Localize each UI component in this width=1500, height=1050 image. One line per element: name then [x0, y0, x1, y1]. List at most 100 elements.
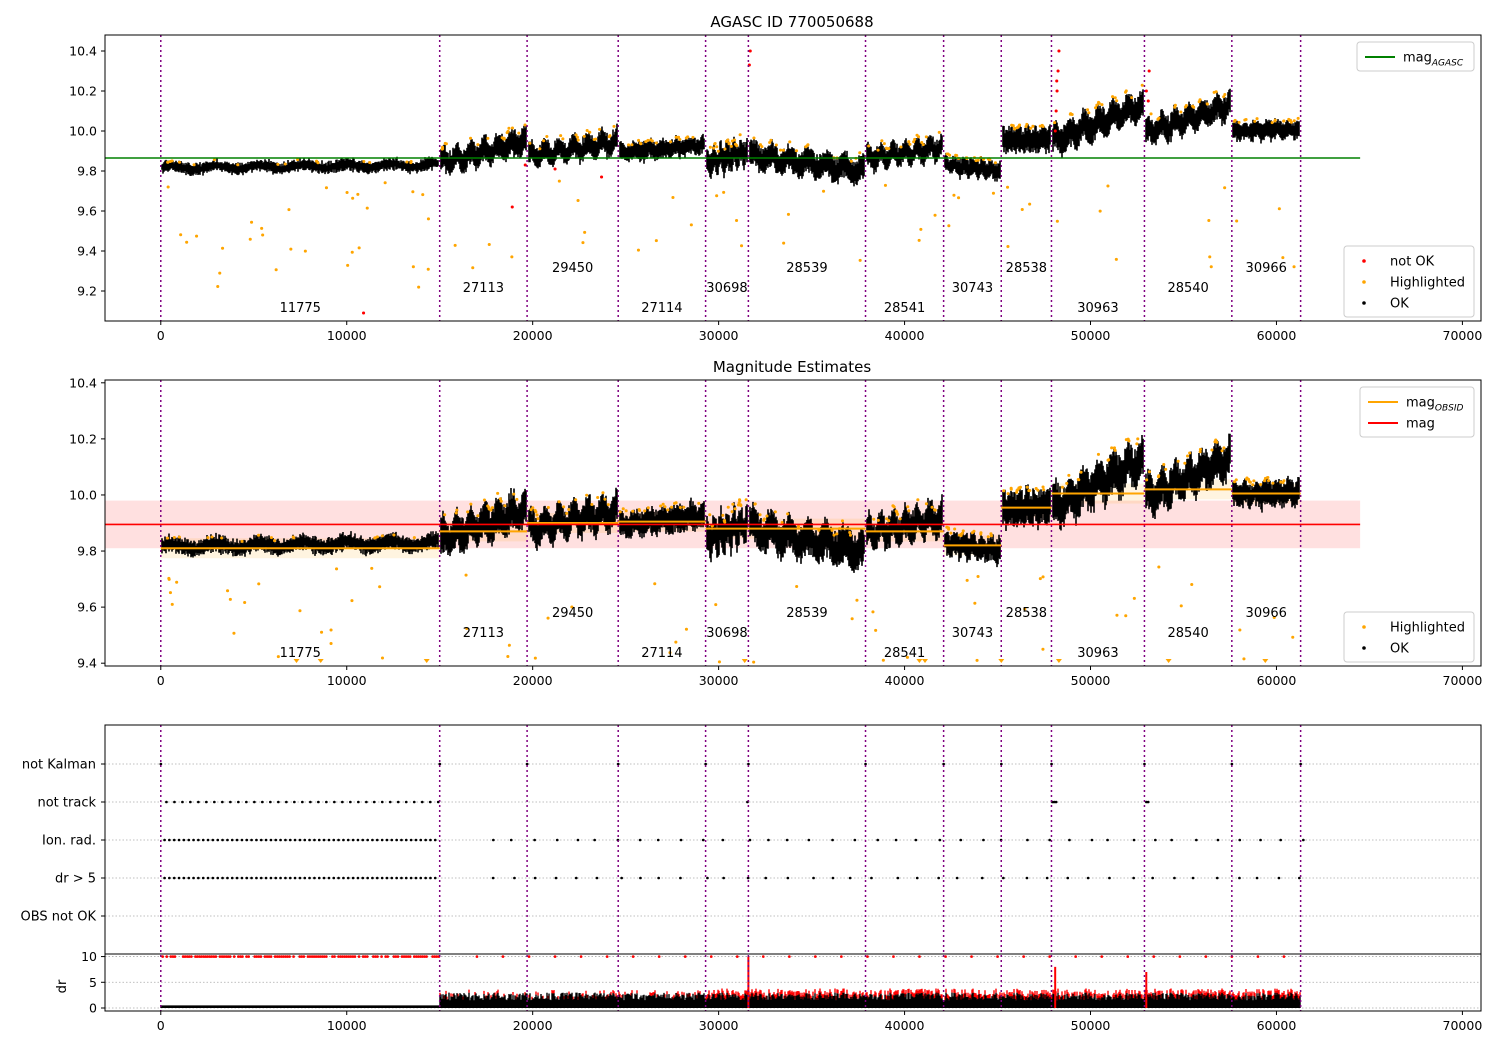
flag-label-4: OBS not OK	[21, 910, 97, 925]
ok-points-30963	[1052, 89, 1144, 158]
x-tick-label-0: 0	[157, 328, 165, 343]
dr-axis-label: dr	[55, 979, 70, 993]
obsid-label-30698: 30698	[706, 281, 747, 296]
legend-marker-0	[1362, 625, 1366, 629]
ok-points-30963	[1052, 435, 1144, 531]
highlighted-outliers-11775	[166, 181, 430, 289]
ok-points-30966	[1232, 118, 1300, 144]
ok-points-29450	[528, 123, 618, 169]
panel1-legend-upper: magAGASC	[1356, 41, 1475, 72]
out-of-range-markers	[293, 659, 1269, 663]
panel2-legend-lower: Highlighted OK	[1343, 611, 1475, 663]
segment-points-29450	[528, 123, 618, 245]
x-tick-label-60000: 60000	[1257, 328, 1297, 343]
legend-frame	[1356, 41, 1475, 72]
ok-points-28539	[749, 139, 865, 187]
obsid-label-30966: 30966	[1246, 606, 1287, 621]
panel1-points	[161, 49, 1300, 315]
segment-points-30963	[1052, 83, 1144, 261]
highlighted-outliers-30698	[714, 603, 721, 664]
panel3-background-layer	[105, 763, 1481, 1009]
obsid-label-27113: 27113	[463, 626, 504, 641]
obsid-label-28538: 28538	[1006, 261, 1047, 276]
flag-label-2: Ion. rad.	[42, 834, 96, 849]
segment-points-27114	[619, 133, 705, 252]
obsid-label-29450: 29450	[552, 261, 593, 276]
highlighted-tips-30743	[945, 525, 993, 539]
legend-label-0: Highlighted	[1390, 621, 1465, 636]
segment-points-11775	[161, 531, 439, 660]
x-tick-label-50000: 50000	[1071, 328, 1111, 343]
obsid-label-28540: 28540	[1167, 626, 1208, 641]
legend-subscript: OBSID	[1435, 404, 1464, 414]
ok-points-28538	[1002, 124, 1051, 155]
segment-points-29450	[528, 487, 618, 660]
segment-points-30966	[1232, 116, 1300, 269]
obsid-label-30963: 30963	[1077, 646, 1118, 661]
obsid-label-11775: 11775	[280, 646, 321, 661]
y-tick-label-9.6: 9.6	[77, 600, 97, 615]
obsid-label-28539: 28539	[786, 606, 827, 621]
legend-label-2: OK	[1390, 297, 1409, 312]
highlighted-tips-28540	[1149, 90, 1227, 121]
x-tick-label-40000: 40000	[885, 1018, 925, 1033]
x-tick-label-70000: 70000	[1443, 673, 1483, 688]
x-tick-label-20000: 20000	[513, 328, 553, 343]
highlighted-tips-30963	[1053, 83, 1144, 125]
segment-points-30743	[944, 525, 1001, 662]
flag-label-0: not Kalman	[22, 758, 96, 773]
not-ok-points	[362, 49, 1151, 315]
obsid-label-28540: 28540	[1167, 281, 1208, 296]
dr-tick-label-10: 10	[81, 949, 97, 964]
obsid-label-27114: 27114	[641, 646, 682, 661]
segment-points-28539	[749, 136, 865, 262]
legend-marker-1	[1362, 646, 1366, 650]
x-tick-label-70000: 70000	[1443, 1018, 1483, 1033]
highlighted-outliers-28539	[782, 189, 862, 262]
x-tick-label-70000: 70000	[1443, 328, 1483, 343]
x-tick-label-30000: 30000	[699, 328, 739, 343]
x-tick-label-20000: 20000	[513, 1018, 553, 1033]
panel1-legend-lower: not OK Highlighted OK	[1343, 245, 1475, 318]
dr-tick-label-0: 0	[89, 1001, 97, 1016]
highlighted-tips-30963	[1060, 437, 1140, 489]
obsid-label-30966: 30966	[1246, 261, 1287, 276]
legend-marker-0	[1362, 259, 1366, 263]
highlighted-tips-11775	[166, 533, 416, 543]
x-tick-label-40000: 40000	[885, 328, 925, 343]
x-tick-label-0: 0	[157, 1018, 165, 1033]
highlighted-outliers-28539	[752, 585, 859, 664]
y-tick-label-9.2: 9.2	[77, 284, 97, 299]
highlighted-tips-28541	[867, 130, 941, 152]
x-tick-label-40000: 40000	[885, 673, 925, 688]
highlighted-outliers-30966	[1235, 207, 1296, 269]
highlighted-outliers-27114	[653, 582, 688, 655]
panel-magnitude-estimates: Magnitude Estimates 11775 27113 29450 27114…	[69, 358, 1482, 688]
obsid-label-28541: 28541	[884, 301, 925, 316]
flag-label-1: not track	[37, 796, 96, 811]
y-tick-label-10: 10.0	[69, 124, 97, 139]
ok-points-30743	[944, 152, 1001, 182]
ok-points-28540	[1145, 433, 1231, 519]
highlighted-tips-28538	[1010, 122, 1045, 131]
ok-points-28541	[866, 133, 943, 175]
segment-points-11775	[161, 156, 439, 289]
y-tick-label-10.2: 10.2	[69, 84, 97, 99]
obsid-label-30698: 30698	[706, 626, 747, 641]
highlighted-outliers-28538	[1023, 575, 1045, 651]
legend-frame	[1359, 386, 1475, 438]
x-tick-label-30000: 30000	[699, 1018, 739, 1033]
x-tick-label-10000: 10000	[327, 1018, 367, 1033]
legend-label-0: not OK	[1390, 255, 1435, 270]
x-tick-label-60000: 60000	[1257, 673, 1297, 688]
highlighted-outliers-28538	[1006, 185, 1032, 248]
legend-marker-2	[1362, 301, 1366, 305]
legend-label-1: OK	[1390, 642, 1409, 657]
highlighted-outliers-30963	[1115, 596, 1136, 618]
segment-points-30698	[706, 133, 748, 248]
highlighted-outliers-28540	[1157, 565, 1194, 608]
panel2-axes: 0 10000 20000 30000 40000 50000 60000 70000 9.4 9…	[69, 375, 1482, 688]
highlighted-outliers-27113	[453, 243, 514, 270]
panel-flags: not Kalman not track Ion. rad. dr > 5 OBS no…	[21, 724, 1483, 1033]
